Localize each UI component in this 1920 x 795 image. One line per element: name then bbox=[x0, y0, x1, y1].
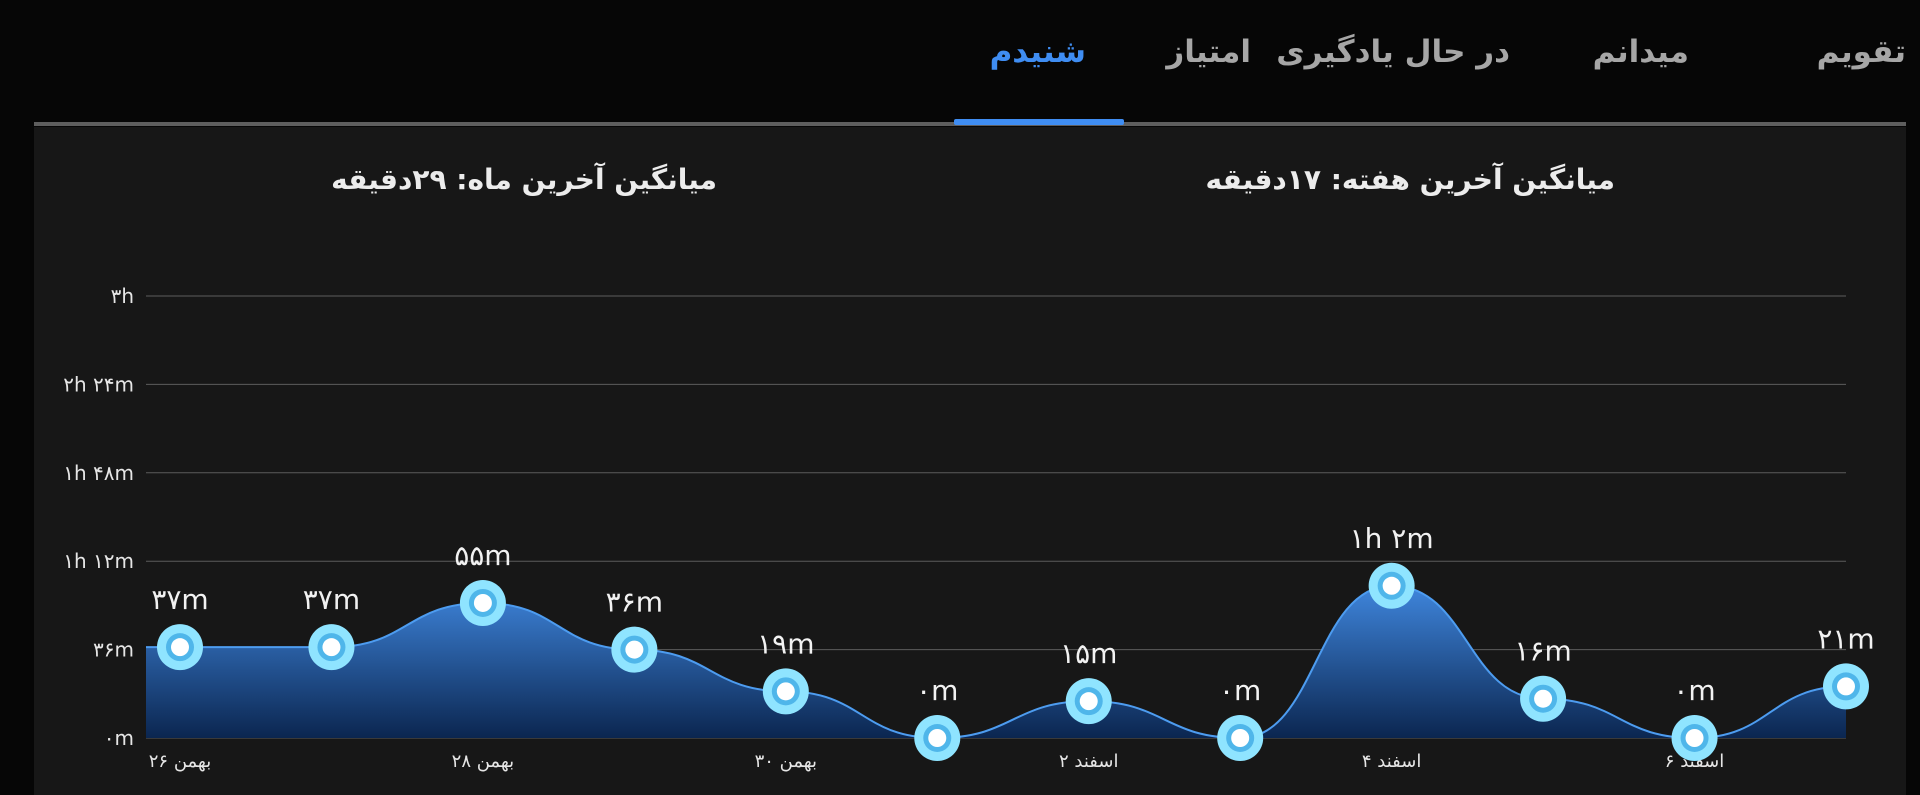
y-tick-label: ۲h ۲۴m bbox=[63, 372, 134, 396]
x-tick-label: ۳۰ بهمن bbox=[755, 751, 817, 772]
data-point-center bbox=[1685, 729, 1704, 747]
x-tick-label: ۶ اسفند bbox=[1665, 751, 1724, 772]
data-point-center bbox=[322, 638, 341, 657]
x-tick-label: ۲۶ بهمن bbox=[149, 751, 211, 772]
x-tick-label: ۲ اسفند bbox=[1059, 751, 1118, 772]
data-label: ۱h ۲m bbox=[1350, 522, 1434, 555]
x-tick-label: ۴ اسفند bbox=[1362, 751, 1421, 772]
y-tick-label: ۳h bbox=[111, 284, 134, 308]
data-label: ۲۱m bbox=[1817, 622, 1874, 655]
data-point-center bbox=[928, 729, 947, 747]
active-tab-indicator bbox=[954, 119, 1124, 125]
data-label: ۰m bbox=[1219, 674, 1261, 707]
y-tick-label: ۳۶m bbox=[93, 638, 134, 662]
tab-heard[interactable]: شنیدم bbox=[989, 34, 1086, 70]
data-point-center bbox=[1079, 692, 1098, 711]
area-fill bbox=[146, 585, 1846, 738]
data-label: ۳۷m bbox=[151, 583, 208, 616]
data-point-center bbox=[776, 682, 795, 701]
data-label: ۳۷m bbox=[303, 583, 360, 616]
data-label: ۰m bbox=[916, 674, 958, 707]
data-point-center bbox=[473, 593, 492, 612]
data-point-center bbox=[625, 640, 644, 659]
tab-calendar[interactable]: تقویم bbox=[1816, 34, 1906, 70]
tab-score[interactable]: امتیاز bbox=[1166, 34, 1251, 70]
data-label: ۱۹m bbox=[757, 627, 814, 660]
data-label: ۰m bbox=[1673, 674, 1715, 707]
y-tick-label: ۱h ۴۸m bbox=[63, 461, 134, 485]
y-tick-label: ۱h ۱۲m bbox=[63, 549, 134, 573]
data-point-center bbox=[1534, 689, 1553, 708]
y-tick-label: ۰m bbox=[104, 726, 134, 750]
tab-bar: تقویم میدانم در حال یادگیری امتیاز شنیدم bbox=[34, 0, 1906, 122]
data-point-center bbox=[1231, 729, 1250, 747]
data-label: ۱۵m bbox=[1060, 637, 1117, 670]
data-label: ۵۵m bbox=[454, 539, 511, 572]
weekly-average: میانگین آخرین هفته: ۱۷دقیقه bbox=[1205, 163, 1615, 196]
data-label: ۱۶m bbox=[1514, 635, 1571, 668]
data-label: ۳۶m bbox=[606, 586, 663, 619]
monthly-average: میانگین آخرین ماه: ۲۹دقیقه bbox=[331, 163, 717, 196]
tab-i-know[interactable]: میدانم bbox=[1592, 34, 1689, 70]
x-tick-label: ۲۸ بهمن bbox=[452, 751, 514, 772]
data-point-center bbox=[1382, 576, 1401, 595]
tab-learning[interactable]: در حال یادگیری bbox=[1276, 34, 1510, 70]
data-point-center bbox=[1837, 677, 1855, 696]
data-point-center bbox=[171, 638, 189, 657]
